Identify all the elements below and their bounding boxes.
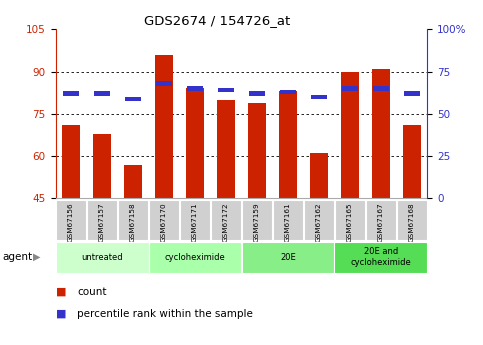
Text: cycloheximide: cycloheximide bbox=[165, 253, 226, 262]
Text: GSM67161: GSM67161 bbox=[285, 202, 291, 242]
Bar bbox=[180, 200, 210, 240]
Bar bbox=[63, 91, 79, 96]
Bar bbox=[249, 91, 265, 96]
Text: 20E and
cycloheximide: 20E and cycloheximide bbox=[351, 247, 412, 267]
Bar bbox=[94, 91, 110, 96]
Bar bbox=[62, 125, 80, 198]
Bar bbox=[242, 241, 334, 273]
Bar bbox=[118, 200, 148, 240]
Text: GDS2674 / 154726_at: GDS2674 / 154726_at bbox=[144, 14, 290, 27]
Bar bbox=[310, 153, 328, 198]
Bar bbox=[335, 200, 365, 240]
Text: GSM67157: GSM67157 bbox=[99, 202, 105, 242]
Text: untreated: untreated bbox=[81, 253, 123, 262]
Bar bbox=[397, 200, 427, 240]
Bar bbox=[56, 241, 149, 273]
Bar bbox=[248, 102, 266, 198]
Bar bbox=[372, 69, 390, 198]
Text: ▶: ▶ bbox=[33, 252, 41, 262]
Text: GSM67165: GSM67165 bbox=[347, 202, 353, 242]
Bar bbox=[211, 200, 241, 240]
Bar bbox=[125, 97, 141, 101]
Text: GSM67159: GSM67159 bbox=[254, 202, 260, 242]
Bar bbox=[124, 165, 142, 198]
Text: ■: ■ bbox=[56, 287, 66, 296]
Text: GSM67158: GSM67158 bbox=[130, 202, 136, 242]
Bar bbox=[217, 100, 235, 198]
Bar bbox=[404, 91, 420, 96]
Bar bbox=[311, 95, 327, 99]
Text: GSM67156: GSM67156 bbox=[68, 202, 74, 242]
Bar bbox=[149, 200, 179, 240]
Bar bbox=[366, 200, 396, 240]
Text: agent: agent bbox=[2, 252, 32, 262]
Bar bbox=[273, 200, 303, 240]
Text: 20E: 20E bbox=[280, 253, 296, 262]
Bar bbox=[280, 90, 296, 94]
Text: GSM67162: GSM67162 bbox=[316, 202, 322, 242]
Bar bbox=[187, 86, 203, 91]
Bar bbox=[304, 200, 334, 240]
Bar bbox=[218, 88, 234, 92]
Bar bbox=[56, 200, 86, 240]
Text: ■: ■ bbox=[56, 309, 66, 319]
Text: GSM67170: GSM67170 bbox=[161, 202, 167, 242]
Bar bbox=[403, 125, 421, 198]
Text: percentile rank within the sample: percentile rank within the sample bbox=[77, 309, 253, 319]
Text: GSM67171: GSM67171 bbox=[192, 202, 198, 242]
Bar bbox=[341, 71, 359, 198]
Text: count: count bbox=[77, 287, 107, 296]
Bar bbox=[342, 86, 358, 91]
Bar bbox=[334, 241, 427, 273]
Bar bbox=[93, 134, 112, 198]
Bar bbox=[373, 86, 389, 91]
Text: GSM67167: GSM67167 bbox=[378, 202, 384, 242]
Bar bbox=[87, 200, 117, 240]
Bar bbox=[155, 55, 173, 198]
Bar bbox=[156, 81, 172, 86]
Bar bbox=[149, 241, 242, 273]
Bar bbox=[242, 200, 272, 240]
Bar bbox=[186, 89, 204, 198]
Text: GSM67168: GSM67168 bbox=[409, 202, 415, 242]
Text: GSM67172: GSM67172 bbox=[223, 202, 229, 242]
Bar bbox=[279, 91, 297, 198]
